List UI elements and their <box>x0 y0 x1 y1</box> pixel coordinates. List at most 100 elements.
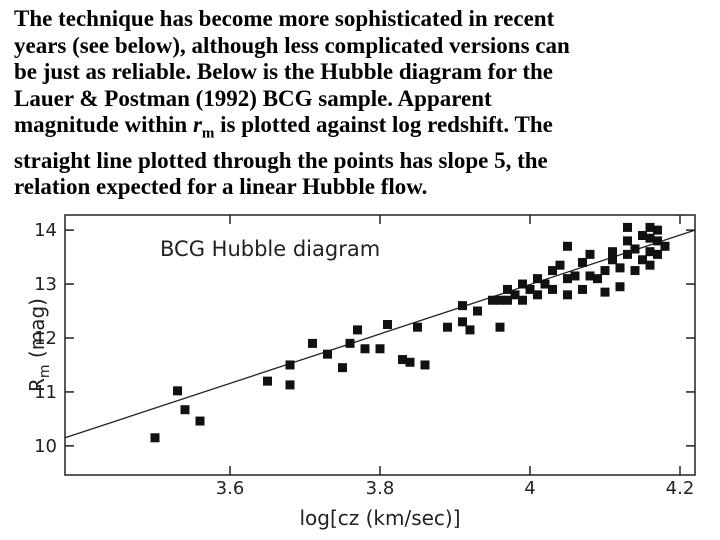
paragraph-line: be just as reliable. Below is the Hubble… <box>14 59 720 86</box>
paragraph-line: magnitude within rm is plotted against l… <box>14 112 720 147</box>
point <box>195 416 205 426</box>
x-tick-label: 4.2 <box>666 478 695 499</box>
chart-title: BCG Hubble diagram <box>160 237 380 261</box>
point <box>638 255 647 265</box>
point <box>600 266 610 276</box>
text-segment: years (see below), although less complic… <box>14 32 570 58</box>
point <box>323 349 332 359</box>
point <box>593 274 602 284</box>
y-label-sub: m <box>37 364 53 378</box>
point <box>630 244 640 254</box>
point <box>398 355 407 365</box>
point <box>653 236 662 246</box>
point <box>458 301 467 311</box>
point <box>623 222 632 232</box>
text-segment: Lauer & Postman (1992) BCG sample. Appar… <box>14 85 492 111</box>
x-tick-label: 4 <box>524 478 535 499</box>
point <box>578 257 587 267</box>
text-segment: The technique has become more sophistica… <box>14 6 555 31</box>
y-axis-label: Rm (mag) <box>25 298 53 392</box>
paragraph-line: relation expected for a linear Hubble fl… <box>14 174 720 201</box>
text-segment: is plotted against log redshift. The <box>214 112 553 138</box>
paragraph-line: years (see below), although less complic… <box>14 33 720 60</box>
text-segment: m <box>201 125 215 142</box>
x-tick-label: 3.6 <box>216 478 245 499</box>
point <box>630 266 640 276</box>
point <box>645 260 655 270</box>
point <box>645 222 655 232</box>
point <box>518 295 527 305</box>
chart-background <box>18 200 720 540</box>
point <box>555 260 565 270</box>
point <box>285 380 295 390</box>
point <box>608 247 617 257</box>
point <box>263 376 272 386</box>
point <box>653 249 662 259</box>
point <box>503 295 512 305</box>
point <box>585 271 595 281</box>
paragraph-line: The technique has become more sophistica… <box>14 6 720 33</box>
y-tick-label: 11 <box>34 382 57 403</box>
point <box>473 306 482 316</box>
point <box>173 386 182 396</box>
y-tick-label: 10 <box>34 436 57 457</box>
point <box>150 433 160 443</box>
point <box>548 266 557 276</box>
point <box>660 241 670 251</box>
point <box>405 357 415 367</box>
fit-line <box>64 229 696 439</box>
y-tick-label: 13 <box>34 274 57 295</box>
point <box>638 230 647 240</box>
point <box>533 290 542 300</box>
point <box>563 290 572 300</box>
point <box>533 274 542 284</box>
point <box>563 241 572 251</box>
text-segment: straight line plotted through the points… <box>14 147 548 173</box>
point <box>623 236 632 246</box>
point <box>495 322 505 332</box>
point <box>518 279 527 289</box>
point <box>360 344 370 354</box>
point <box>548 284 557 294</box>
paragraph-line: Lauer & Postman (1992) BCG sample. Appar… <box>14 86 720 113</box>
point <box>458 317 467 327</box>
y-tick-label: 12 <box>34 328 57 349</box>
text-segment: be just as reliable. Below is the Hubble… <box>14 59 554 85</box>
point <box>465 325 475 335</box>
point <box>383 320 392 330</box>
point <box>653 225 662 235</box>
point <box>495 295 505 305</box>
text-segment: r <box>192 112 202 138</box>
point <box>645 247 655 257</box>
y-tick-label: 14 <box>34 220 57 241</box>
point <box>488 295 497 305</box>
y-label-main: R <box>25 378 49 392</box>
point <box>525 284 535 294</box>
point <box>338 363 347 373</box>
point <box>353 325 362 335</box>
point <box>578 284 587 294</box>
point <box>510 290 520 300</box>
point <box>308 338 317 348</box>
point <box>420 360 430 370</box>
paragraph-line: straight line plotted through the points… <box>14 148 720 175</box>
point <box>375 344 385 354</box>
point <box>645 233 655 243</box>
paragraph: The technique has become more sophistica… <box>14 6 720 201</box>
point <box>345 338 355 348</box>
point <box>608 255 617 265</box>
point <box>623 249 632 259</box>
point <box>180 405 190 415</box>
x-tick-label: 3.8 <box>366 478 395 499</box>
point <box>443 322 452 332</box>
point <box>615 263 625 273</box>
point <box>285 360 295 370</box>
x-axis-label: log[cz (km/sec)] <box>299 506 460 530</box>
point <box>540 279 550 289</box>
point <box>563 274 572 284</box>
point <box>413 322 422 332</box>
point <box>615 282 625 292</box>
y-label-unit: (mag) <box>25 298 49 364</box>
